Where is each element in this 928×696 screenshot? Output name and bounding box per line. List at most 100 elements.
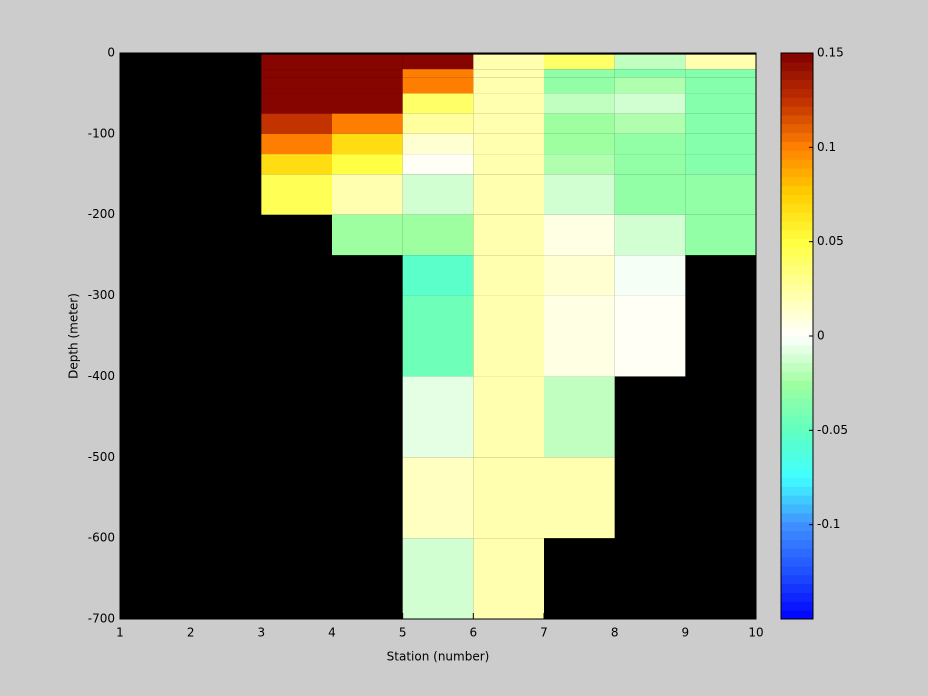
colorbar-step bbox=[781, 486, 813, 496]
heatmap-cell bbox=[544, 77, 615, 94]
heatmap-cell bbox=[614, 93, 686, 114]
colorbar-step bbox=[781, 256, 813, 266]
heatmap-cell bbox=[332, 77, 403, 94]
y-tick-label: 0 bbox=[107, 46, 115, 60]
heatmap-cell bbox=[614, 113, 686, 134]
heatmap-cell bbox=[261, 69, 332, 78]
colorbar-step bbox=[781, 610, 813, 620]
colorbar-step bbox=[781, 601, 813, 611]
x-tick-label: 2 bbox=[187, 626, 195, 640]
colorbar-tick-label: -0.05 bbox=[817, 423, 848, 437]
heatmap-cell bbox=[261, 113, 332, 134]
colorbar-step bbox=[781, 424, 813, 434]
heatmap-cell bbox=[544, 295, 615, 377]
heatmap-cell bbox=[332, 133, 403, 155]
heatmap-cell bbox=[614, 295, 686, 377]
heatmap-cell bbox=[402, 214, 474, 256]
colorbar-step bbox=[781, 97, 813, 107]
colorbar-step bbox=[781, 406, 813, 417]
heatmap-cell bbox=[614, 154, 686, 175]
colorbar-step bbox=[781, 530, 813, 540]
y-axis-label: Depth (meter) bbox=[67, 293, 81, 379]
heatmap-cell bbox=[402, 113, 474, 134]
colorbar-step bbox=[781, 274, 813, 284]
colorbar-step bbox=[781, 247, 813, 257]
heatmap-cell bbox=[402, 133, 474, 155]
colorbar-step bbox=[781, 539, 813, 549]
colorbar-step bbox=[781, 336, 813, 346]
colorbar-step bbox=[781, 167, 813, 178]
colorbar-step bbox=[781, 477, 813, 487]
heatmap-cell bbox=[473, 77, 544, 94]
colorbar-step bbox=[781, 459, 813, 470]
colorbar-step bbox=[781, 291, 813, 302]
colorbar-step bbox=[781, 61, 813, 72]
heatmap-cell bbox=[402, 69, 474, 78]
heatmap-cell bbox=[544, 255, 615, 296]
heatmap-cell bbox=[332, 174, 403, 215]
heatmap-cell bbox=[544, 457, 615, 539]
heatmap-cell bbox=[402, 255, 474, 296]
heatmap-cell bbox=[544, 69, 615, 78]
colorbar-step bbox=[781, 212, 813, 222]
heatmap-cell bbox=[685, 69, 756, 78]
y-tick-label: -400 bbox=[88, 369, 115, 383]
colorbar-step bbox=[781, 53, 813, 63]
x-tick-label: 1 bbox=[116, 626, 124, 640]
heatmap-cell bbox=[614, 255, 686, 296]
heatmap-cell bbox=[473, 214, 544, 256]
heatmap-cell bbox=[261, 54, 332, 70]
heatmap-cell bbox=[544, 133, 615, 155]
x-tick-label: 7 bbox=[540, 626, 548, 640]
x-axis-label: Station (number) bbox=[387, 650, 490, 664]
colorbar-step bbox=[781, 592, 813, 602]
heatmap-cell bbox=[473, 93, 544, 114]
x-tick-label: 9 bbox=[682, 626, 690, 640]
heatmap-cell bbox=[544, 154, 615, 175]
heatmap-cell bbox=[402, 295, 474, 377]
heatmap-cell bbox=[473, 295, 544, 377]
colorbar-step bbox=[781, 300, 813, 310]
y-tick-label: -700 bbox=[88, 612, 115, 626]
axes-frame bbox=[119, 52, 757, 620]
colorbar-step bbox=[781, 203, 813, 213]
colorbar-step bbox=[781, 229, 813, 240]
colorbar-step bbox=[781, 362, 813, 372]
heatmap-cell bbox=[685, 77, 756, 94]
heatmap-cell bbox=[473, 69, 544, 78]
colorbar-step bbox=[781, 450, 813, 461]
heatmap-cell bbox=[685, 113, 756, 134]
colorbar-step bbox=[781, 318, 813, 328]
y-tick-label: -600 bbox=[88, 531, 115, 545]
heatmap-cell bbox=[402, 93, 474, 114]
x-tick-label: 8 bbox=[611, 626, 619, 640]
colorbar-step bbox=[781, 309, 813, 319]
heatmap-cell bbox=[402, 376, 474, 458]
x-tick-label: 6 bbox=[470, 626, 478, 640]
heatmap-cell bbox=[402, 77, 474, 94]
heatmap-cell bbox=[473, 133, 544, 155]
colorbar-step bbox=[781, 282, 813, 293]
heatmap-cell bbox=[685, 214, 756, 256]
colorbar-step bbox=[781, 380, 813, 390]
colorbar-tick-label: -0.1 bbox=[817, 517, 840, 531]
colorbar-step bbox=[781, 565, 813, 576]
colorbar-step bbox=[781, 185, 813, 195]
colorbar-step bbox=[781, 548, 813, 558]
colorbar-step bbox=[781, 114, 813, 125]
colorbar-step bbox=[781, 344, 813, 355]
heatmap-cell bbox=[473, 538, 544, 619]
colorbar-step bbox=[781, 141, 813, 151]
heatmap-cell bbox=[402, 54, 474, 70]
colorbar-step bbox=[781, 221, 813, 231]
colorbar-step bbox=[781, 442, 813, 452]
heatmap-cell bbox=[332, 69, 403, 78]
heatmap-cell bbox=[261, 154, 332, 175]
colorbar-step bbox=[781, 238, 813, 249]
colorbar-step bbox=[781, 159, 813, 169]
colorbar-step bbox=[781, 265, 813, 275]
heatmap-cell bbox=[261, 93, 332, 114]
heatmap-cell bbox=[685, 174, 756, 215]
heatmap-cell bbox=[473, 113, 544, 134]
